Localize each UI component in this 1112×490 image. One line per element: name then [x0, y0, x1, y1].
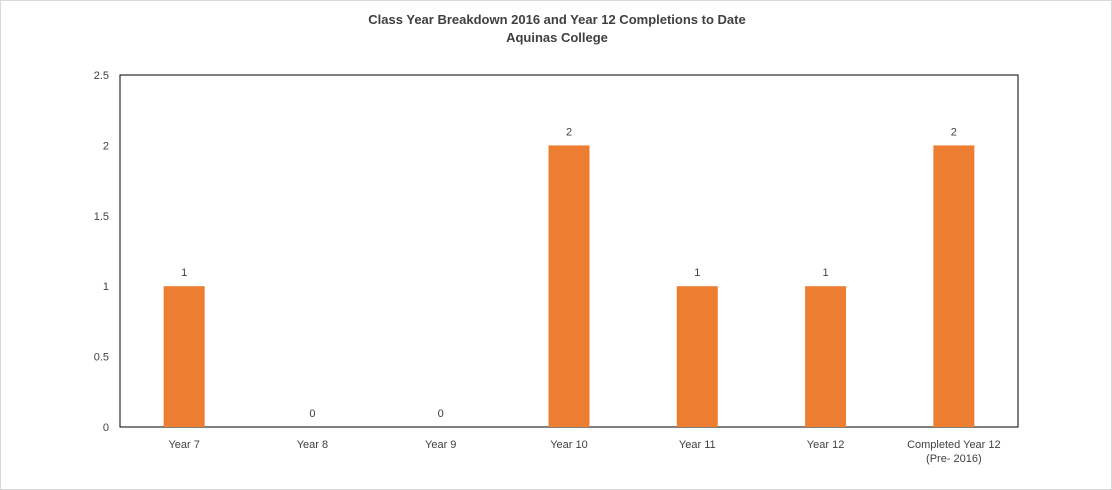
bar: [163, 286, 205, 427]
plot-area: 0 0.5 1 1.5 2 2.5 1 Year 7 0 Year 8 0 Year 9 2 Year 1…: [94, 70, 1019, 465]
data-label: 1: [823, 267, 829, 279]
bar: [805, 286, 847, 427]
y-tick-label: 2: [103, 140, 109, 152]
x-tick-label: Completed Year 12: [907, 439, 1001, 451]
data-label: 2: [566, 126, 572, 138]
chart-subtitle: Aquinas College: [506, 30, 608, 45]
x-tick-label: Year 12: [807, 439, 845, 451]
data-label: 1: [181, 267, 187, 279]
data-label: 0: [309, 408, 315, 420]
y-tick-label: 1: [103, 281, 109, 293]
data-label: 1: [694, 267, 700, 279]
x-tick-label: Year 7: [168, 439, 199, 451]
y-tick-label: 2.5: [94, 70, 109, 82]
x-tick-label: Year 10: [550, 439, 588, 451]
bar: [933, 145, 975, 427]
x-tick-label: Year 9: [425, 439, 456, 451]
data-label: 2: [951, 126, 957, 138]
y-tick-label: 1.5: [94, 211, 109, 223]
x-tick-label: (Pre- 2016): [926, 453, 982, 465]
y-tick-label: 0.5: [94, 352, 109, 364]
bar: [676, 286, 718, 427]
y-tick-label: 0: [103, 422, 109, 434]
bar: [548, 145, 590, 427]
chart-title: Class Year Breakdown 2016 and Year 12 Co…: [368, 12, 745, 27]
data-label: 0: [438, 408, 444, 420]
x-tick-label: Year 8: [297, 439, 328, 451]
x-tick-label: Year 11: [679, 439, 716, 451]
